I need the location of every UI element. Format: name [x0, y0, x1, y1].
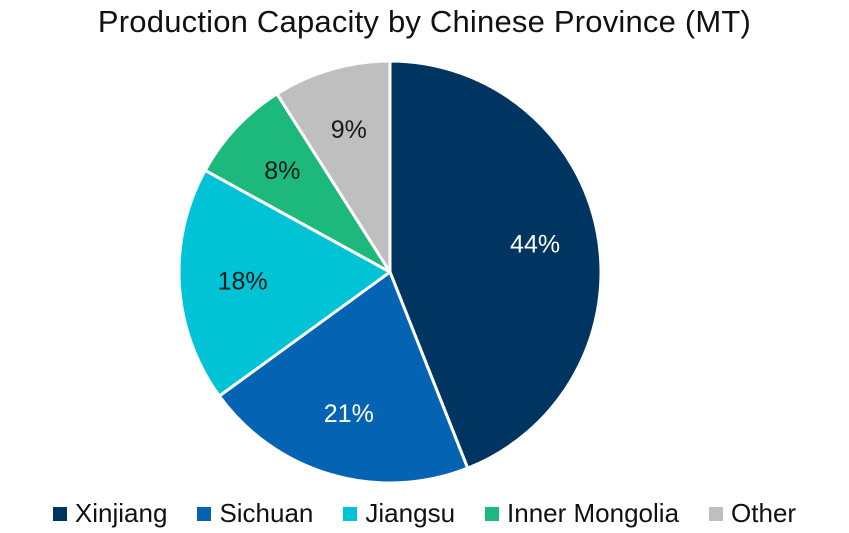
chart-title: Production Capacity by Chinese Province …: [97, 4, 752, 39]
pie-slice-inner-mongolia: [203, 92, 392, 274]
legend-swatch-other: [709, 506, 724, 521]
legend-label-other: Other: [731, 498, 797, 528]
legend-label-jiangsu: Jiangsu: [365, 498, 456, 528]
data-label-inner-mongolia: 8%: [264, 157, 300, 185]
legend-label-inner-mongolia: Inner Mongolia: [507, 498, 680, 528]
legend-label-xinjiang: Xinjiang: [74, 498, 168, 528]
legend-item-inner-mongolia: Inner Mongolia: [485, 498, 679, 529]
legend-swatch-xinjiang: [52, 506, 67, 521]
legend-swatch-inner-mongolia: [485, 506, 500, 521]
legend-item-sichuan: Sichuan: [197, 498, 313, 529]
pie-slice-other: [275, 59, 392, 274]
data-label-jiangsu: 18%: [218, 267, 268, 295]
legend-swatch-sichuan: [197, 506, 212, 521]
pie-data-labels: 44% 21% 18% 8% 9%: [218, 116, 561, 428]
pie-slice-jiangsu: [177, 168, 392, 398]
legend-label-sichuan: Sichuan: [219, 498, 314, 528]
pie-slice-xinjiang: [388, 59, 603, 470]
legend-item-jiangsu: Jiangsu: [343, 498, 455, 529]
data-label-other: 9%: [331, 116, 367, 144]
legend-item-xinjiang: Xinjiang: [52, 498, 168, 529]
data-label-xinjiang: 44%: [510, 230, 560, 258]
legend-swatch-jiangsu: [343, 506, 358, 521]
legend: Xinjiang Sichuan Jiangsu Inner Mongolia …: [0, 498, 849, 529]
legend-item-other: Other: [709, 498, 796, 529]
data-label-sichuan: 21%: [324, 400, 374, 428]
pie-slice-sichuan: [217, 270, 470, 485]
pie-slices: [177, 59, 603, 485]
